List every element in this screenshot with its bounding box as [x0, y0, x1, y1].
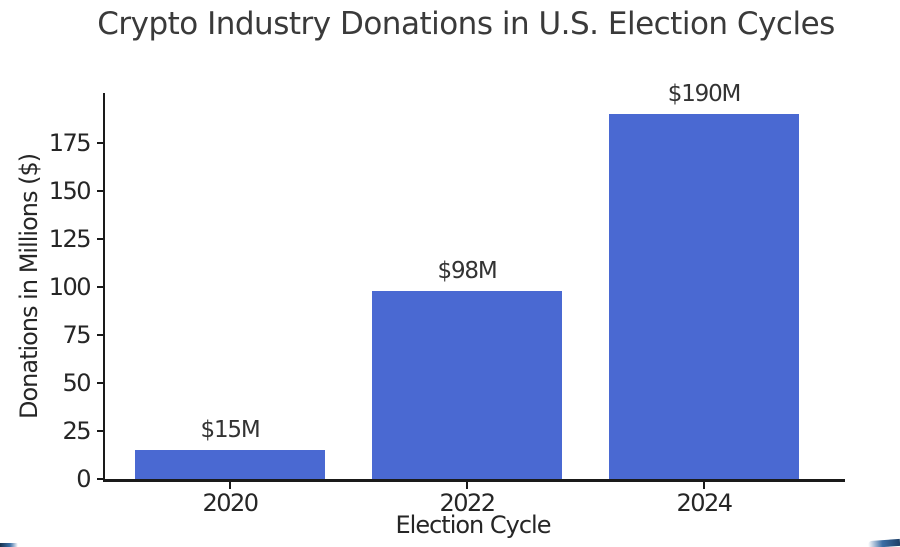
y-tick-mark — [97, 189, 105, 192]
y-tick-label: 25 — [62, 417, 91, 445]
y-tick-label: 125 — [48, 224, 92, 253]
bar-value-label-2020: $15M — [200, 417, 261, 443]
bar-value-label-2022: $98M — [437, 258, 498, 284]
chart-title: Crypto Industry Donations in U.S. Electi… — [97, 6, 835, 42]
x-tick-mark — [466, 482, 468, 489]
plot-area: 0 25 50 75 100 125 150 175 $15M 2020 $98M 2022 $190M… — [49, 81, 845, 517]
y-tick-mark — [97, 237, 105, 240]
y-tick-mark — [97, 333, 105, 336]
y-tick-mark — [97, 430, 105, 432]
bar-2024 — [609, 114, 799, 479]
bottom-right-edge-artifact — [867, 538, 900, 547]
y-tick-mark — [97, 141, 105, 144]
y-tick-label: 175 — [48, 128, 92, 157]
x-tick-label-2020: 2020 — [202, 489, 259, 517]
bar-2022 — [372, 291, 562, 479]
y-tick-label: 75 — [62, 320, 91, 349]
y-tick-label: 0 — [76, 465, 91, 493]
x-tick-label-2024: 2024 — [676, 489, 733, 517]
x-tick-mark — [703, 482, 705, 489]
y-tick-label: 50 — [62, 368, 91, 397]
x-tick-mark — [229, 482, 231, 489]
bar-value-label-2024: $190M — [667, 81, 742, 107]
y-tick-label: 100 — [48, 272, 92, 301]
y-tick-label: 150 — [48, 176, 92, 205]
y-tick-mark — [97, 381, 105, 384]
bar-2020 — [135, 450, 325, 479]
bottom-left-edge-artifact — [0, 543, 18, 547]
x-tick-label-2022: 2022 — [439, 489, 496, 517]
x-axis-label: Election Cycle — [395, 511, 552, 539]
y-tick-mark — [97, 285, 105, 288]
y-tick-mark — [97, 478, 105, 480]
